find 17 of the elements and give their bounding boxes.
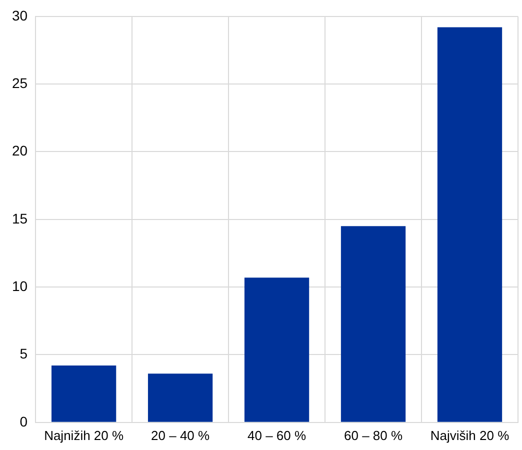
y-tick-label: 5 [20, 346, 28, 362]
y-tick-label: 0 [20, 413, 28, 430]
x-tick-label: 60 – 80 % [344, 428, 403, 443]
y-tick-label: 25 [12, 74, 28, 91]
bar [437, 27, 502, 422]
bar [148, 374, 213, 422]
x-tick-label: 20 – 40 % [151, 428, 210, 443]
x-tick-label: 40 – 60 % [248, 428, 306, 443]
y-tick-label: 15 [12, 210, 28, 226]
bar [340, 226, 406, 422]
x-tick-label: Najviših 20 % [430, 428, 510, 443]
bar [244, 278, 310, 422]
bar [51, 366, 116, 422]
y-tick-label: 20 [12, 142, 28, 159]
x-tick-label: Najnižih 20 % [44, 428, 124, 443]
y-tick-label: 10 [12, 278, 28, 294]
y-tick-label: 30 [12, 7, 28, 24]
